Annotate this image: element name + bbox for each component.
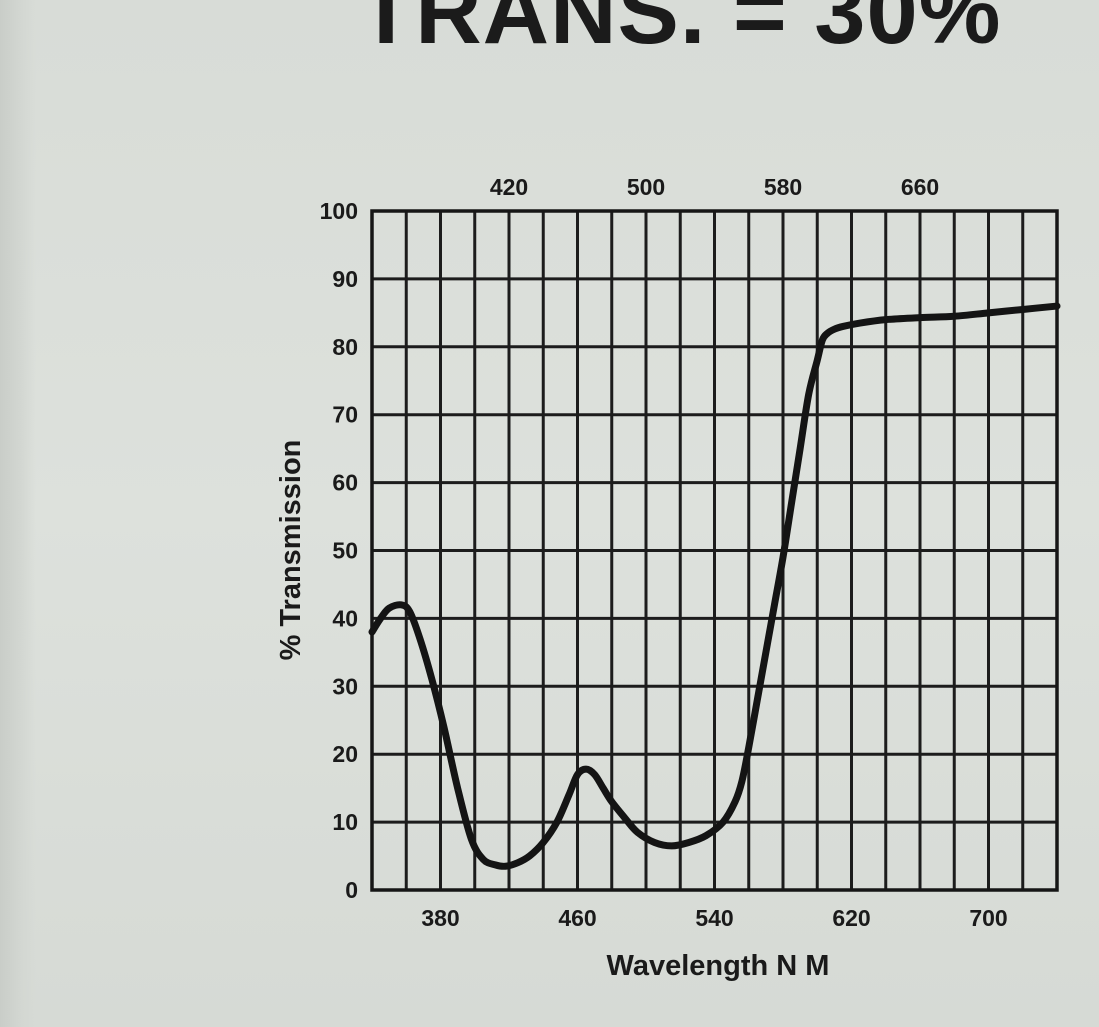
x-tick-label-bottom: 700: [969, 905, 1007, 931]
y-tick-label: 0: [345, 877, 358, 903]
x-tick-labels-top: 420 500 580 660: [490, 174, 939, 200]
y-axis-label: % Transmission: [275, 440, 307, 661]
y-tick-label: 90: [332, 266, 358, 292]
y-tick-label: 40: [332, 605, 358, 631]
x-tick-label-bottom: 540: [695, 905, 733, 931]
y-tick-label: 30: [332, 673, 358, 699]
plot-border: [370, 209, 1059, 892]
y-tick-label: 70: [332, 402, 358, 428]
series-line-group: [368, 302, 1061, 870]
x-tick-label-top: 580: [764, 174, 802, 200]
y-tick-label: 20: [332, 741, 358, 767]
y-tick-label: 100: [320, 198, 358, 224]
x-tick-label-top: 420: [490, 174, 528, 200]
chart-title: TRANS. = 30%: [358, 0, 1002, 63]
y-tick-label: 50: [332, 538, 358, 564]
x-axis-label: Wavelength N M: [607, 950, 830, 982]
y-tick-label: 60: [332, 470, 358, 496]
x-tick-label-top: 660: [901, 174, 939, 200]
y-tick-label: 10: [332, 809, 358, 835]
grid: [372, 211, 1057, 890]
x-tick-label-bottom: 620: [832, 905, 870, 931]
paper-edge: [0, 0, 36, 1027]
series-line: [368, 302, 1061, 870]
y-tick-label: 80: [332, 334, 358, 360]
x-tick-label-top: 500: [627, 174, 665, 200]
x-tick-labels-bottom: 380 460 540 620 700: [421, 905, 1007, 931]
x-tick-label-bottom: 460: [558, 905, 596, 931]
x-tick-label-bottom: 380: [421, 905, 459, 931]
y-tick-labels: 0 10 20 30 40 50 60 70 80 90 100: [320, 198, 358, 903]
plot-frame: [370, 209, 1059, 892]
